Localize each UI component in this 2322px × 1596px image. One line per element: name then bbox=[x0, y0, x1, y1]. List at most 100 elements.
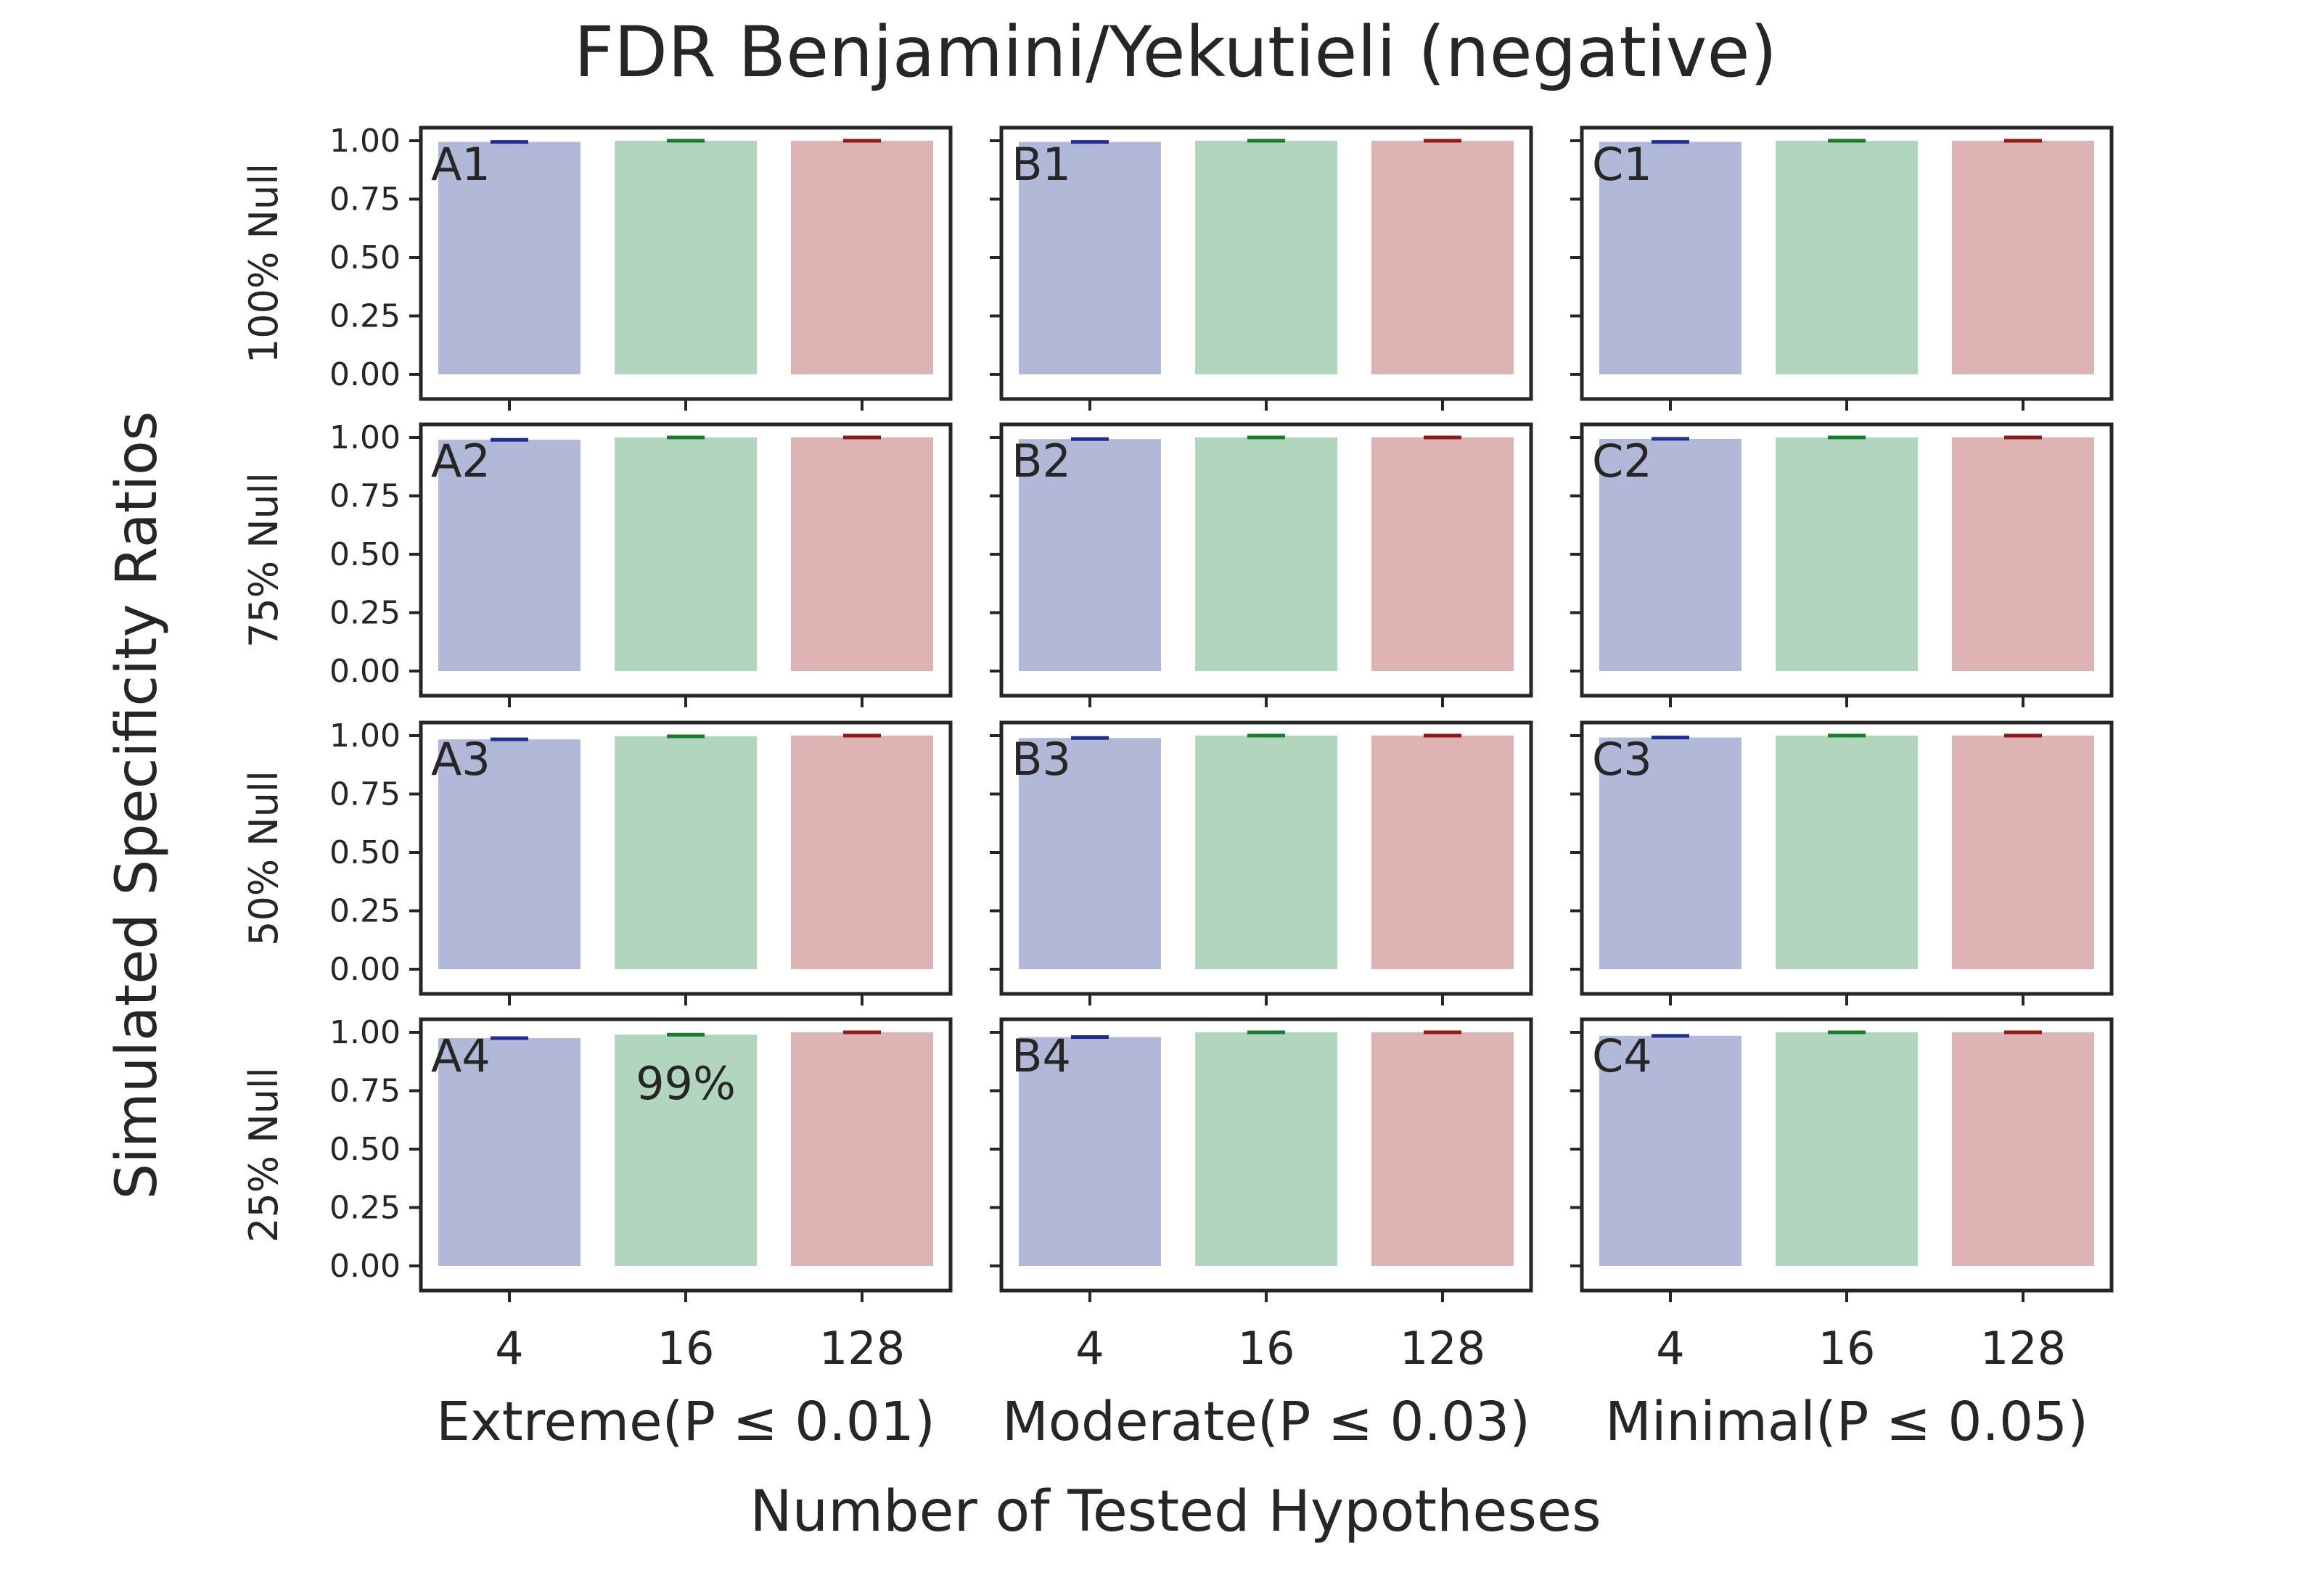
x-tick-label: 128 bbox=[1400, 1322, 1485, 1375]
x-tick-label: 128 bbox=[1980, 1322, 2066, 1375]
bar-c4-128 bbox=[1952, 1032, 2094, 1266]
bar-c3-128 bbox=[1952, 736, 2094, 969]
panel-c1: C1 bbox=[1570, 126, 2114, 411]
y-tick-label: 1.00 bbox=[329, 419, 401, 456]
bar-a3-128 bbox=[791, 736, 933, 969]
bar-b3-4 bbox=[1019, 738, 1161, 969]
panel-label: C2 bbox=[1592, 435, 1652, 488]
panel-label: A2 bbox=[431, 435, 491, 488]
bar-a2-128 bbox=[791, 437, 933, 671]
bar-a1-16 bbox=[615, 141, 757, 374]
panel-b4: B4 4 16 128 Moderate(P ≤ 0.03) bbox=[990, 1017, 1533, 1453]
panel-c2: C2 bbox=[1570, 422, 2114, 707]
y-tick-label: 0.25 bbox=[329, 1190, 401, 1227]
y-tick-label: 1.00 bbox=[329, 1014, 401, 1051]
panel-a2: A2 0.00 0.25 0.50 0.75 1.00 75% Null bbox=[241, 419, 953, 707]
y-tick-label: 0.00 bbox=[329, 1248, 401, 1285]
y-tick-label: 1.00 bbox=[329, 123, 401, 160]
bar-b3-128 bbox=[1371, 736, 1514, 969]
y-tick-label: 1.00 bbox=[329, 717, 401, 754]
bar-a4-4 bbox=[438, 1038, 580, 1266]
y-tick-label: 0.25 bbox=[329, 893, 401, 930]
row-label: 100% Null bbox=[241, 163, 287, 363]
panel-label: A4 bbox=[431, 1029, 491, 1082]
x-tick-label: 16 bbox=[657, 1322, 715, 1375]
bar-c1-16 bbox=[1776, 141, 1918, 374]
bar-c2-4 bbox=[1599, 438, 1742, 671]
bar-b1-128 bbox=[1371, 141, 1514, 374]
bar-b4-4 bbox=[1019, 1037, 1161, 1266]
panel-label: C3 bbox=[1592, 733, 1652, 786]
bar-b2-16 bbox=[1195, 437, 1337, 671]
panel-label: C1 bbox=[1592, 138, 1652, 191]
y-tick-label: 0.50 bbox=[329, 1131, 401, 1168]
row-label: 25% Null bbox=[241, 1067, 287, 1243]
panel-label: B1 bbox=[1012, 138, 1071, 191]
panel-label: B3 bbox=[1012, 733, 1071, 786]
x-axis-label: Number of Tested Hypotheses bbox=[750, 1479, 1601, 1544]
y-tick-label: 0.50 bbox=[329, 536, 401, 573]
row-label: 50% Null bbox=[241, 770, 287, 946]
x-tick-label: 16 bbox=[1238, 1322, 1295, 1375]
chart-title: FDR Benjamini/Yekutieli (negative) bbox=[574, 12, 1777, 93]
bar-c3-4 bbox=[1599, 737, 1742, 969]
panel-a1: A1 0.00 0.25 0.50 0.75 1.00 100% Null bbox=[241, 123, 953, 411]
bar-c1-128 bbox=[1952, 141, 2094, 374]
bar-c2-16 bbox=[1776, 437, 1918, 671]
y-tick-label: 0.25 bbox=[329, 595, 401, 632]
panel-label: A3 bbox=[431, 733, 491, 786]
y-tick-label: 0.50 bbox=[329, 239, 401, 276]
x-tick-label: 128 bbox=[819, 1322, 905, 1375]
y-tick-label: 0.75 bbox=[329, 1073, 401, 1110]
x-tick-label: 16 bbox=[1818, 1322, 1876, 1375]
panel-label: A1 bbox=[431, 138, 491, 191]
panel-label: C4 bbox=[1592, 1029, 1652, 1082]
bar-c4-4 bbox=[1599, 1035, 1742, 1266]
bar-c4-16 bbox=[1776, 1032, 1918, 1266]
panel-label: B4 bbox=[1012, 1029, 1071, 1082]
panel-grid: A1 0.00 0.25 0.50 0.75 1.00 100% Null B1 C1 A2 0.0… bbox=[241, 123, 2114, 1453]
y-tick-label: 0.75 bbox=[329, 478, 401, 515]
y-tick-label: 0.75 bbox=[329, 181, 401, 218]
panel-c3: C3 bbox=[1570, 720, 2114, 1005]
bar-annotation: 99% bbox=[636, 1057, 736, 1110]
bar-b4-16 bbox=[1195, 1032, 1337, 1266]
column-label: Extreme(P ≤ 0.01) bbox=[436, 1391, 935, 1453]
panel-a4: A4 99% 0.00 0.25 0.50 0.75 1.00 25% Null 4 16 128 E… bbox=[241, 1014, 953, 1453]
y-tick-label: 0.00 bbox=[329, 653, 401, 690]
bar-a4-128 bbox=[791, 1032, 933, 1266]
bar-a2-16 bbox=[615, 437, 757, 671]
panel-b2: B2 bbox=[990, 422, 1533, 707]
column-label: Minimal(P ≤ 0.05) bbox=[1605, 1391, 2088, 1453]
bar-a2-4 bbox=[438, 440, 580, 671]
y-tick-label: 0.75 bbox=[329, 776, 401, 813]
row-label: 75% Null bbox=[241, 472, 287, 648]
y-tick-label: 0.50 bbox=[329, 834, 401, 871]
bar-a4-16 bbox=[615, 1034, 757, 1266]
x-tick-label: 4 bbox=[1656, 1322, 1684, 1375]
x-tick-label: 4 bbox=[495, 1322, 523, 1375]
bar-b4-128 bbox=[1371, 1032, 1514, 1266]
x-tick-label: 4 bbox=[1075, 1322, 1104, 1375]
bar-a1-4 bbox=[438, 141, 580, 375]
y-tick-label: 0.25 bbox=[329, 298, 401, 335]
panel-a3: A3 0.00 0.25 0.50 0.75 1.00 50% Null bbox=[241, 717, 953, 1005]
bar-c2-128 bbox=[1952, 437, 2094, 671]
bar-b1-16 bbox=[1195, 141, 1337, 374]
panel-c4: C4 4 16 128 Minimal(P ≤ 0.05) bbox=[1570, 1017, 2114, 1453]
panel-b1: B1 bbox=[990, 126, 1533, 411]
y-tick-label: 0.00 bbox=[329, 356, 401, 393]
panel-b3: B3 bbox=[990, 720, 1533, 1005]
bar-a1-128 bbox=[791, 141, 933, 374]
bar-b2-4 bbox=[1019, 439, 1161, 671]
bar-c3-16 bbox=[1776, 736, 1918, 969]
bar-b1-4 bbox=[1019, 141, 1161, 375]
panel-label: B2 bbox=[1012, 435, 1071, 488]
bar-c1-4 bbox=[1599, 141, 1742, 375]
bar-b2-128 bbox=[1371, 437, 1514, 671]
y-tick-label: 0.00 bbox=[329, 951, 401, 988]
y-axis-label: Simulated Specificity Ratios bbox=[104, 411, 170, 1200]
bar-a3-4 bbox=[438, 739, 580, 969]
column-label: Moderate(P ≤ 0.03) bbox=[1002, 1391, 1530, 1453]
